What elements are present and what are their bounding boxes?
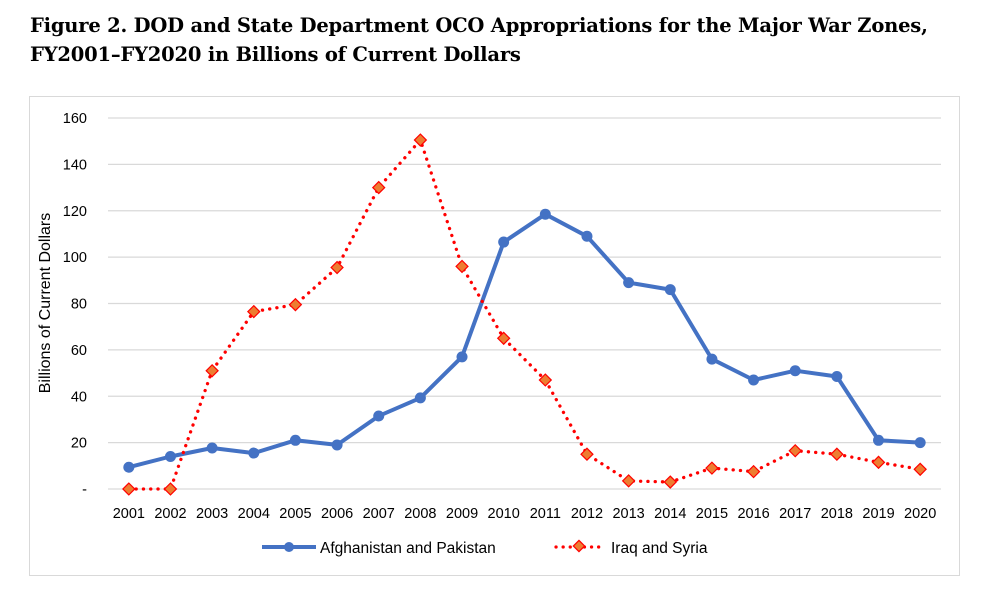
x-tick-label: 2003	[196, 506, 228, 522]
y-tick-label: 160	[63, 111, 87, 127]
data-point-afghanistan	[414, 392, 426, 404]
data-point-afghanistan	[164, 451, 176, 463]
legend-label-iraq: Iraq and Syria	[611, 540, 708, 557]
x-tick-label: 2015	[696, 506, 728, 522]
data-point-iraq	[330, 260, 344, 275]
figure-title-line-2: FY2001–FY2020 in Billions of Current Dol…	[30, 43, 521, 66]
series-line-iraq	[127, 136, 922, 491]
y-axis-ticks: - 20 40 60 80 100 120 140 160	[63, 111, 87, 498]
y-tick-label: 60	[71, 343, 87, 359]
data-point-iraq	[705, 461, 719, 475]
data-point-afghanistan	[748, 374, 760, 386]
data-point-afghanistan	[123, 461, 135, 473]
x-tick-label: 2020	[904, 506, 936, 522]
y-tick-label: 80	[71, 297, 87, 313]
y-tick-label: 40	[71, 389, 87, 405]
x-tick-label: 2012	[571, 506, 603, 522]
data-point-afghanistan	[664, 284, 676, 296]
legend-marker-circle	[284, 542, 294, 552]
x-axis-ticks: 2001 2002 2003 2004 2005 2006 2007 2008 2009 2010…	[113, 506, 937, 522]
data-point-afghanistan	[789, 365, 801, 377]
x-tick-label: 2005	[279, 506, 311, 522]
legend: Afghanistan and Pakistan Iraq and Syria	[262, 539, 708, 557]
data-point-afghanistan	[914, 437, 926, 449]
data-point-iraq	[913, 462, 927, 477]
data-point-iraq	[496, 331, 511, 346]
data-point-afghanistan	[331, 439, 343, 451]
x-tick-label: 2009	[446, 506, 478, 522]
data-point-iraq	[371, 180, 386, 195]
data-point-iraq	[288, 297, 303, 312]
data-point-iraq	[830, 447, 844, 462]
data-point-iraq	[205, 363, 219, 378]
y-tick-label: 20	[71, 436, 87, 452]
figure-title: Figure 2. DOD and State Department OCO A…	[30, 11, 980, 69]
y-tick-label: -	[82, 482, 87, 498]
data-point-iraq	[871, 455, 886, 470]
data-point-afghanistan	[373, 410, 385, 422]
y-tick-label: 120	[63, 204, 87, 220]
data-point-iraq	[122, 482, 136, 496]
x-tick-label: 2019	[862, 506, 894, 522]
data-point-afghanistan	[873, 434, 885, 446]
x-tick-label: 2014	[654, 506, 686, 522]
x-tick-label: 2017	[779, 506, 811, 522]
series-line-afghanistan	[128, 212, 921, 470]
data-point-iraq	[246, 304, 261, 319]
data-point-iraq	[538, 373, 553, 387]
data-point-iraq	[580, 447, 594, 462]
x-tick-label: 2011	[530, 506, 561, 522]
x-tick-label: 2013	[612, 506, 644, 522]
data-point-iraq	[788, 443, 803, 458]
data-point-afghanistan	[581, 230, 593, 242]
y-tick-label: 140	[63, 157, 87, 173]
figure-title-line-1: Figure 2. DOD and State Department OCO A…	[30, 14, 928, 37]
data-point-afghanistan	[498, 236, 510, 248]
series-layer	[122, 133, 927, 496]
x-tick-label: 2001	[113, 506, 145, 522]
x-tick-label: 2007	[363, 506, 395, 522]
data-point-afghanistan	[539, 208, 551, 220]
data-point-afghanistan	[706, 353, 718, 365]
data-point-afghanistan	[206, 442, 218, 454]
x-tick-label: 2010	[488, 506, 520, 522]
data-point-afghanistan	[289, 434, 301, 446]
data-point-iraq	[621, 474, 636, 488]
x-tick-label: 2002	[154, 506, 186, 522]
legend-label-afghanistan: Afghanistan and Pakistan	[320, 540, 496, 557]
legend-marker-diamond	[572, 539, 586, 553]
x-tick-label: 2006	[321, 506, 353, 522]
y-tick-label: 100	[63, 250, 87, 266]
x-tick-label: 2004	[238, 506, 270, 522]
data-point-iraq	[663, 475, 678, 489]
data-point-afghanistan	[456, 351, 468, 363]
data-point-iraq	[455, 259, 469, 274]
data-point-afghanistan	[248, 447, 260, 459]
y-axis-label: Billions of Current Dollars	[37, 213, 54, 394]
data-point-iraq	[746, 464, 761, 479]
x-tick-label: 2016	[737, 506, 769, 522]
data-point-iraq	[163, 482, 178, 496]
x-tick-label: 2008	[404, 506, 436, 522]
legend-item-afghanistan: Afghanistan and Pakistan	[262, 540, 496, 557]
x-tick-label: 2018	[821, 506, 853, 522]
data-point-iraq	[413, 133, 428, 147]
gridlines	[108, 117, 941, 490]
chart-frame	[29, 96, 960, 576]
legend-item-iraq: Iraq and Syria	[554, 539, 708, 557]
data-point-afghanistan	[831, 371, 843, 383]
data-point-afghanistan	[623, 277, 635, 289]
